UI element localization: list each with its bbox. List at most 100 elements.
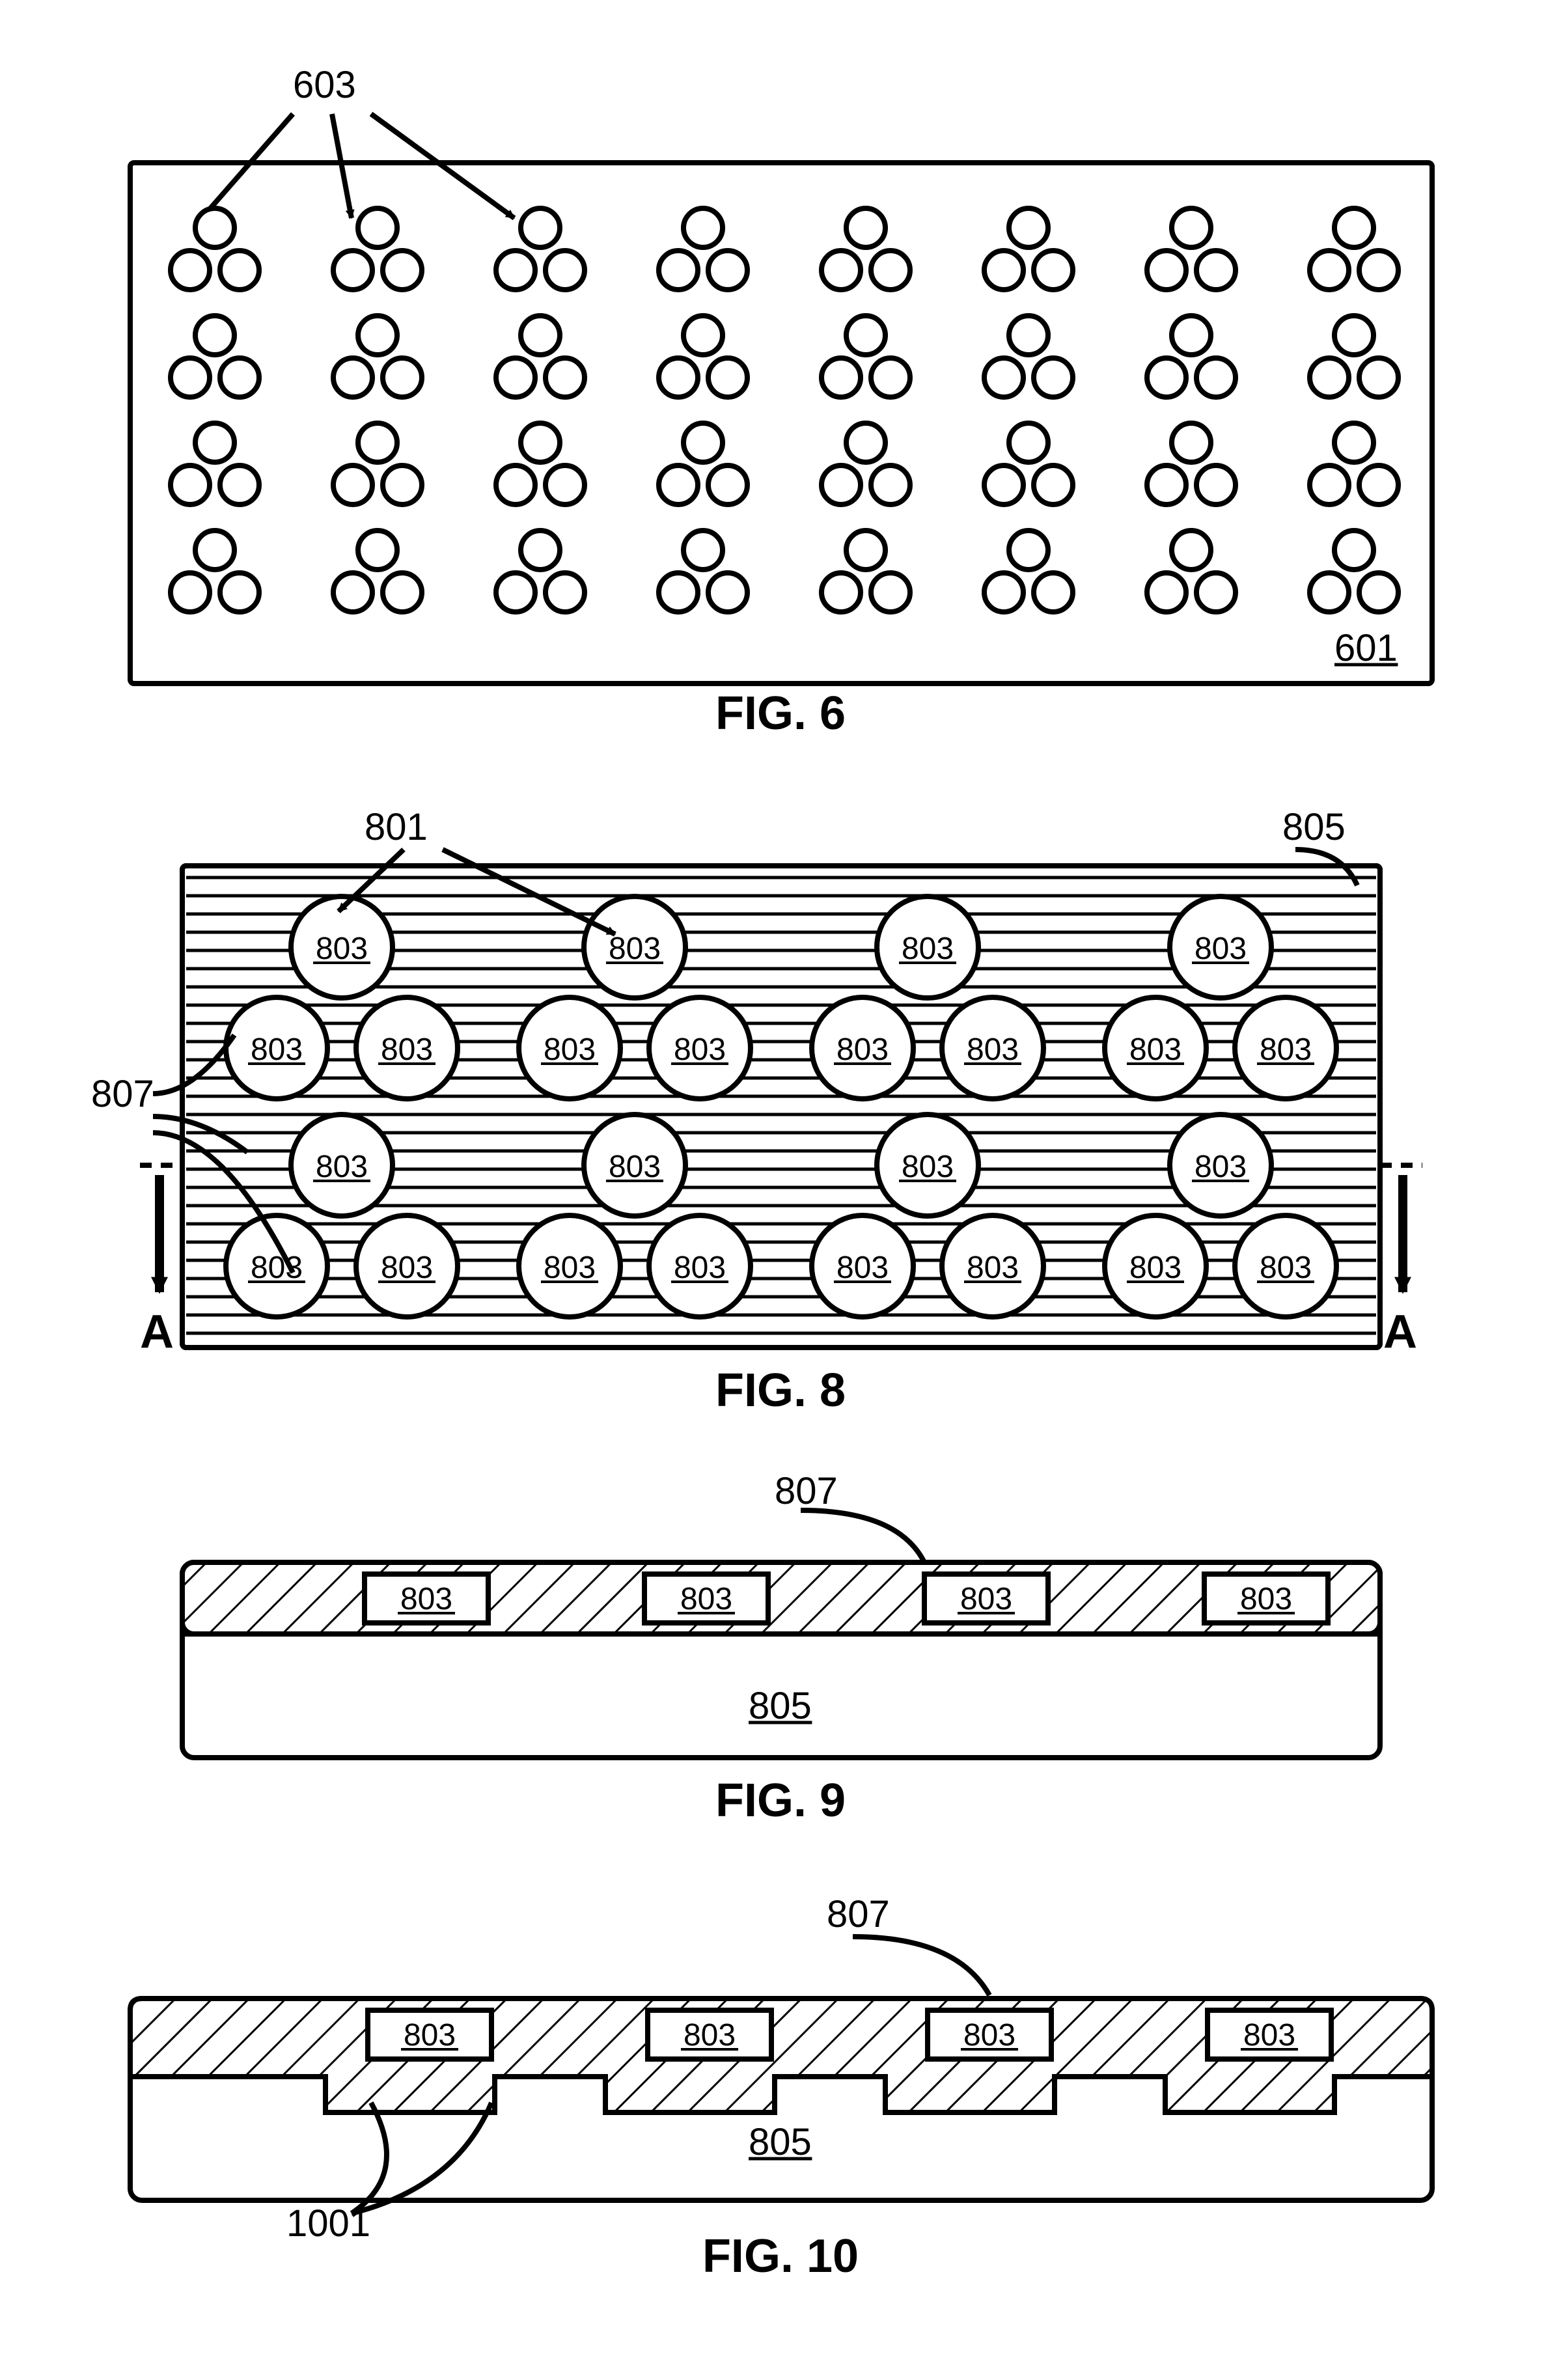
fig6-lens: [1334, 531, 1374, 570]
fig8-caption: FIG. 8: [715, 1364, 846, 1417]
fig6-lens: [546, 358, 585, 397]
fig6-lens: [358, 531, 397, 570]
fig6-lens: [846, 208, 885, 247]
fig6-lens: [195, 531, 234, 570]
fig6-lens: [708, 251, 747, 290]
fig8-ref-803: 803: [902, 932, 954, 966]
fig8-ref-803: 803: [316, 932, 368, 966]
fig6-lens: [822, 465, 861, 505]
fig6-lens: [171, 465, 210, 505]
fig6-lens: [358, 423, 397, 462]
fig6-lens: [546, 573, 585, 612]
fig6-lens: [708, 358, 747, 397]
fig6-lens: [358, 316, 397, 355]
fig6-lens: [684, 316, 723, 355]
fig6-lens: [984, 465, 1023, 505]
fig6-lens: [220, 358, 259, 397]
fig6-lens: [984, 573, 1023, 612]
fig6-lens: [1359, 465, 1398, 505]
fig6-lens: [659, 358, 698, 397]
fig6-lens: [1172, 208, 1211, 247]
fig6-lens: [383, 573, 422, 612]
fig6-caption: FIG. 6: [715, 687, 846, 740]
fig6-lens: [521, 423, 560, 462]
fig8-ref-803: 803: [609, 932, 661, 966]
fig8-ref-803: 803: [1195, 932, 1247, 966]
fig6-lens: [220, 573, 259, 612]
fig6-lens: [383, 251, 422, 290]
fig9-ref-807: 807: [775, 1470, 838, 1512]
fig6-ref-601: 601: [1334, 627, 1398, 669]
fig8-ref-807: 807: [91, 1073, 154, 1115]
fig6-lens: [333, 251, 372, 290]
fig6-lens: [333, 465, 372, 505]
fig6-lens: [1310, 465, 1349, 505]
fig6-lens: [846, 423, 885, 462]
fig6-lens: [1147, 251, 1186, 290]
fig10-ref-803: 803: [1243, 2018, 1295, 2053]
fig8-ref-803: 803: [544, 1251, 596, 1285]
fig6-lens: [871, 573, 910, 612]
fig10-ref-803: 803: [684, 2018, 736, 2053]
fig8-ref-803: 803: [674, 1251, 726, 1285]
fig6-lens: [984, 251, 1023, 290]
fig6-lens: [846, 316, 885, 355]
fig6-lens: [383, 465, 422, 505]
fig9-ref-805: 805: [749, 1685, 812, 1727]
fig9-ref-803: 803: [960, 1582, 1012, 1616]
fig8-ref-803: 803: [836, 1251, 889, 1285]
fig6-lens: [220, 465, 259, 505]
fig9-leader-807: [801, 1510, 924, 1562]
fig6-ref-603: 603: [293, 64, 356, 106]
fig6-lens: [195, 316, 234, 355]
fig9-ref-803: 803: [400, 1582, 452, 1616]
fig6-lens: [984, 358, 1023, 397]
fig6-lens: [496, 358, 535, 397]
fig6-lens: [708, 573, 747, 612]
fig6-lens: [871, 251, 910, 290]
fig6-lens: [1009, 208, 1048, 247]
fig9-ref-803: 803: [680, 1582, 732, 1616]
fig6-lens: [358, 208, 397, 247]
fig8-ref-803: 803: [967, 1032, 1019, 1067]
fig6-lens: [521, 208, 560, 247]
fig8-ref-803: 803: [674, 1032, 726, 1067]
fig6-arrow-603-2: [371, 114, 514, 218]
fig6-lens: [496, 465, 535, 505]
fig6-lens: [1334, 423, 1374, 462]
fig6-lens: [1147, 465, 1186, 505]
fig6-lens: [684, 423, 723, 462]
fig6-lens: [871, 465, 910, 505]
fig6-lens: [1310, 358, 1349, 397]
fig8-ref-803: 803: [1129, 1032, 1181, 1067]
fig10-leader-807: [853, 1937, 989, 1995]
fig6-lens: [1009, 531, 1048, 570]
fig6-lens: [1359, 251, 1398, 290]
fig6-lens: [1034, 465, 1073, 505]
fig6-lens: [1172, 316, 1211, 355]
fig6-lens: [1172, 423, 1211, 462]
fig8-ref-803: 803: [1195, 1150, 1247, 1184]
fig6-lens: [1147, 358, 1186, 397]
fig8-ref-803: 803: [902, 1150, 954, 1184]
fig6-lens: [1310, 573, 1349, 612]
fig6-lens: [846, 531, 885, 570]
fig6-lens: [1334, 316, 1374, 355]
fig8-ref-803: 803: [381, 1251, 433, 1285]
fig8-section-A-right: A: [1383, 1306, 1417, 1358]
fig6-lens: [1034, 573, 1073, 612]
fig6-lens: [1034, 251, 1073, 290]
fig10-ref-803: 803: [963, 2018, 1015, 2053]
fig8-ref-803: 803: [251, 1251, 303, 1285]
fig6-lens: [708, 465, 747, 505]
fig6-lens: [659, 251, 698, 290]
fig6-lens: [220, 251, 259, 290]
fig6-lens: [1196, 465, 1236, 505]
fig6-lens: [1310, 251, 1349, 290]
fig6-lens: [333, 573, 372, 612]
fig6-lens: [171, 251, 210, 290]
fig6-lens: [383, 358, 422, 397]
fig6-lens: [1359, 573, 1398, 612]
fig8-ref-803: 803: [316, 1150, 368, 1184]
fig6-lens: [659, 573, 698, 612]
